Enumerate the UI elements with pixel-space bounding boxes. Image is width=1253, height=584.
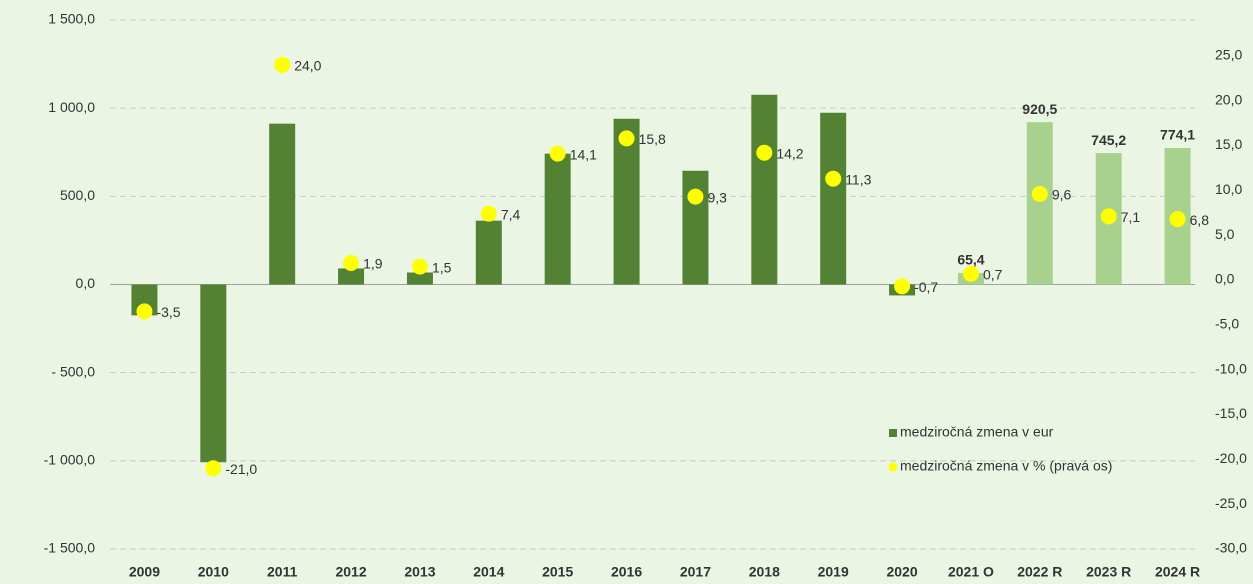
bar-value-label: 745,2 (1091, 132, 1126, 148)
y-tick-label: -1 000,0 (44, 452, 96, 468)
bar (406, 272, 433, 285)
bar (200, 284, 227, 463)
point (411, 258, 428, 275)
point-value-label: 14,1 (570, 146, 597, 162)
point (549, 145, 566, 162)
x-tick-label: 2022 R (1017, 564, 1062, 580)
x-tick-label: 2017 (680, 564, 711, 580)
y2-tick-label: 0,0 (1215, 271, 1235, 287)
bar (613, 118, 640, 285)
y-tick-label: 500,0 (60, 187, 95, 203)
point (480, 205, 497, 222)
bar (682, 170, 709, 285)
y2-tick-label: -10,0 (1215, 360, 1247, 376)
point-value-label: 1,9 (363, 256, 383, 272)
y2-tick-label: 10,0 (1215, 181, 1242, 197)
point-value-label: -3,5 (156, 304, 180, 320)
bar-value-label: 920,5 (1022, 101, 1057, 117)
y2-tick-label: 25,0 (1215, 47, 1242, 63)
point (1169, 211, 1186, 228)
point-value-label: -21,0 (225, 461, 257, 477)
point-value-label: 24,0 (294, 58, 321, 74)
y-tick-label: 1 500,0 (48, 11, 95, 27)
point (1031, 185, 1048, 202)
x-tick-label: 2019 (818, 564, 849, 580)
x-tick-label: 2018 (749, 564, 780, 580)
y-tick-label: 0,0 (76, 275, 96, 291)
point (618, 130, 635, 147)
point (894, 278, 911, 295)
y2-tick-label: 15,0 (1215, 136, 1242, 152)
x-tick-label: 2010 (198, 564, 229, 580)
x-tick-label: 2023 R (1086, 564, 1131, 580)
x-tick-label: 2012 (335, 564, 366, 580)
y2-tick-label: -20,0 (1215, 450, 1247, 466)
point (205, 460, 222, 477)
y2-tick-label: -25,0 (1215, 495, 1247, 511)
point-value-label: 7,4 (501, 206, 521, 222)
y-tick-label: - 500,0 (51, 363, 95, 379)
y-tick-label: -1 500,0 (44, 540, 96, 556)
legend-swatch (888, 462, 898, 472)
bar (544, 153, 571, 285)
x-tick-label: 2011 (267, 564, 298, 580)
legend-label: medziročná zmena v % (pravá os) (900, 458, 1112, 474)
point (1100, 208, 1117, 225)
point-value-label: 0,7 (983, 266, 1003, 282)
point (136, 303, 153, 320)
point (274, 56, 291, 73)
y2-tick-label: -30,0 (1215, 540, 1247, 556)
point-value-label: 14,2 (776, 145, 803, 161)
point-value-label: 7,1 (1121, 209, 1141, 225)
point (825, 170, 842, 187)
x-tick-label: 2014 (473, 564, 504, 580)
point (687, 188, 704, 205)
point-value-label: -0,7 (914, 279, 938, 295)
y2-tick-label: -15,0 (1215, 405, 1247, 421)
x-tick-label: 2021 O (948, 564, 994, 580)
x-tick-label: 2016 (611, 564, 642, 580)
point-value-label: 9,6 (1052, 187, 1072, 203)
bar (269, 123, 296, 285)
point (962, 265, 979, 282)
point (756, 144, 773, 161)
point (343, 254, 360, 271)
point-value-label: 6,8 (1190, 212, 1210, 228)
x-tick-label: 2020 (886, 564, 917, 580)
bar (475, 220, 502, 285)
bar (338, 268, 365, 285)
x-tick-label: 2015 (542, 564, 573, 580)
bar-value-label: 774,1 (1160, 127, 1195, 143)
bar (1026, 122, 1053, 285)
y-tick-label: 1 000,0 (48, 99, 95, 115)
legend-swatch (889, 429, 897, 437)
bar-value-label: 65,4 (957, 252, 984, 268)
point-value-label: 11,3 (845, 171, 871, 187)
y2-tick-label: 5,0 (1215, 226, 1235, 242)
point-value-label: 15,8 (639, 131, 666, 147)
x-tick-label: 2009 (129, 564, 160, 580)
bar (820, 112, 847, 285)
y2-tick-label: 20,0 (1215, 91, 1242, 107)
x-tick-label: 2013 (404, 564, 435, 580)
bar (751, 94, 778, 285)
legend-label: medziročná zmena v eur (900, 424, 1054, 440)
point-value-label: 9,3 (707, 189, 727, 205)
x-tick-label: 2024 R (1155, 564, 1200, 580)
y2-tick-label: -5,0 (1215, 316, 1239, 332)
point-value-label: 1,5 (432, 259, 452, 275)
